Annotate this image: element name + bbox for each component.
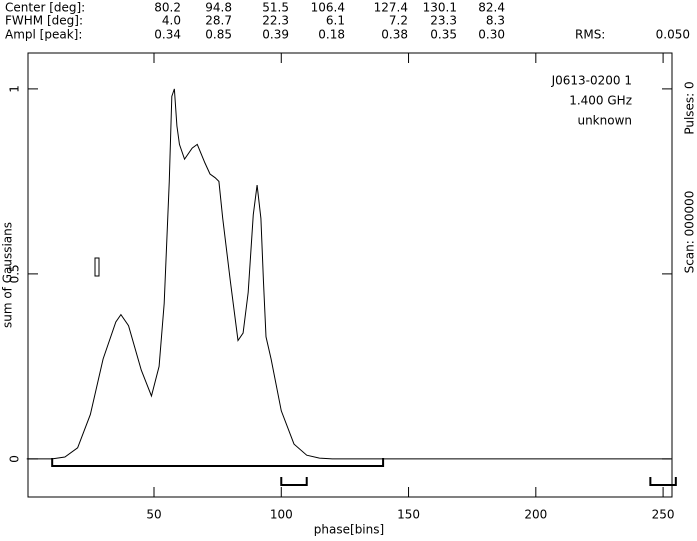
annotation: J0613-0200 1	[551, 74, 632, 88]
cell: 0.38	[381, 28, 408, 42]
cell: 0.39	[262, 28, 289, 42]
cell: 82.4	[478, 1, 505, 15]
cell: 51.5	[262, 1, 289, 15]
plot-frame	[27, 52, 673, 498]
x-tick-label: 100	[270, 508, 293, 522]
cell: 4.0	[162, 14, 181, 28]
cell: 0.30	[478, 28, 505, 42]
y-tick-label: 0.5	[8, 264, 22, 283]
rms-label: RMS:	[575, 28, 605, 42]
cell: 0.18	[318, 28, 345, 42]
x-tick-label: 200	[524, 508, 547, 522]
cell: 94.8	[205, 1, 232, 15]
side-label: Scan: 000000	[683, 191, 697, 274]
error-marker	[94, 257, 100, 277]
cell: 0.35	[430, 28, 457, 42]
annotation: 1.400 GHz	[569, 94, 632, 108]
cell: 23.3	[430, 14, 457, 28]
annotation: unknown	[577, 114, 632, 128]
profile-line	[26, 88, 671, 460]
x-tick-label: 150	[397, 508, 420, 522]
cell: 0.34	[154, 28, 181, 42]
range-bracket	[649, 477, 677, 486]
cell: 127.4	[374, 1, 408, 15]
rms-value: 0.050	[656, 28, 690, 42]
cell: 80.2	[154, 1, 181, 15]
y-axis-label: sum of Gaussians	[1, 222, 15, 328]
range-bracket	[280, 477, 308, 486]
cell: 0.85	[205, 28, 232, 42]
row-label: FWHM [deg]:	[5, 14, 83, 28]
x-tick-label: 250	[652, 508, 675, 522]
side-label: Pulses: 0	[683, 81, 697, 134]
cell: 106.4	[311, 1, 345, 15]
cell: 6.1	[326, 14, 345, 28]
x-axis-label: phase[bins]	[314, 523, 384, 537]
cell: 28.7	[205, 14, 232, 28]
x-tick-label: 50	[146, 508, 161, 522]
cell: 22.3	[262, 14, 289, 28]
y-tick-label: 0	[8, 455, 22, 463]
cell: 7.2	[389, 14, 408, 28]
y-tick-label: 1	[8, 85, 22, 93]
range-bracket	[51, 458, 385, 467]
cell: 8.3	[486, 14, 505, 28]
row-label: Center [deg]:	[5, 1, 85, 15]
cell: 130.1	[423, 1, 457, 15]
row-label: Ampl [peak]:	[5, 28, 82, 42]
